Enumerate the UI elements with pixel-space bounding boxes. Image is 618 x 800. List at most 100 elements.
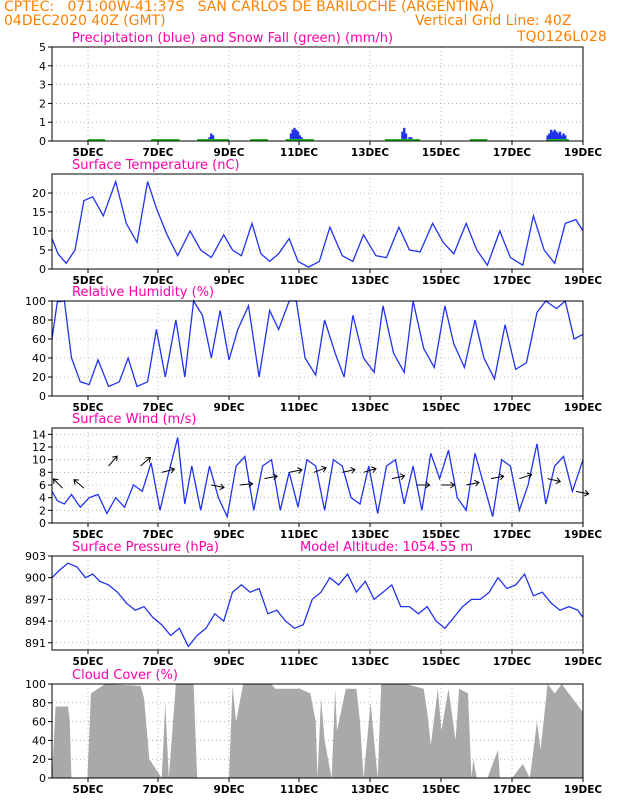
x-tick-label: 9DEC	[214, 147, 245, 159]
wind-arrow	[466, 479, 480, 487]
x-tick-label: 17DEC	[493, 656, 532, 668]
y-tick-label: 100	[25, 678, 46, 691]
panel-title: Surface Pressure (hPa)	[72, 540, 219, 555]
wind-arrow	[363, 466, 377, 473]
vertical-grid-note: Vertical Grid Line: 40Z	[415, 13, 572, 29]
x-tick-label: 13DEC	[351, 656, 390, 668]
y-tick-label: 4	[39, 492, 46, 505]
x-tick-label: 11DEC	[280, 402, 319, 414]
series-line	[51, 562, 584, 648]
x-tick-label: 19DEC	[564, 656, 603, 668]
x-tick-label: 19DEC	[564, 275, 603, 287]
x-tick-label: 9DEC	[214, 402, 245, 414]
x-tick-label: 7DEC	[143, 402, 174, 414]
wind-arrow	[140, 456, 152, 467]
wind-arrow	[342, 466, 356, 474]
y-tick-label: 2	[39, 97, 46, 110]
x-tick-label: 7DEC	[143, 147, 174, 159]
y-tick-label: 4	[39, 60, 46, 73]
x-tick-label: 11DEC	[280, 529, 319, 541]
x-tick-label: 17DEC	[493, 529, 532, 541]
precip-bar	[555, 131, 558, 141]
panel-annotation: Model Altitude: 1054.55 m	[300, 540, 473, 555]
wind-arrow	[547, 477, 562, 485]
y-tick-label: 15	[32, 206, 46, 219]
wind-arrow	[108, 455, 118, 467]
y-tick-label: 14	[32, 428, 46, 441]
x-tick-label: 17DEC	[493, 784, 532, 796]
panel-frame	[51, 300, 584, 397]
series-line	[51, 437, 584, 519]
y-tick-label: 60	[32, 333, 46, 346]
y-tick-label: 12	[32, 441, 46, 454]
y-tick-label: 80	[32, 314, 46, 327]
x-tick-label: 19DEC	[564, 147, 603, 159]
wind-arrow	[575, 489, 590, 497]
x-tick-label: 13DEC	[351, 784, 390, 796]
wind-arrow	[161, 466, 176, 474]
x-tick-label: 7DEC	[143, 784, 174, 796]
wind-arrow	[313, 465, 327, 473]
precip-bar	[557, 133, 560, 141]
precip-bar	[296, 131, 300, 141]
precip-bar	[401, 131, 404, 141]
y-tick-label: 900	[25, 572, 46, 585]
panel-frame	[51, 46, 584, 142]
wind-arrow	[73, 479, 85, 489]
panel-title: Surface Wind (m/s)	[72, 412, 196, 427]
x-tick-label: 5DEC	[73, 784, 104, 796]
precip-bar	[210, 133, 213, 141]
precip-bar	[293, 127, 296, 141]
y-tick-label: 8	[39, 466, 46, 479]
x-tick-label: 15DEC	[422, 147, 461, 159]
x-tick-label: 13DEC	[351, 147, 390, 159]
x-tick-label: 7DEC	[143, 275, 174, 287]
precip-bar	[562, 133, 565, 141]
x-tick-label: 9DEC	[214, 656, 245, 668]
station-header: CPTEC: 071:00W-41:37S SAN CARLOS DE BARI…	[4, 0, 495, 15]
series-line	[51, 179, 584, 268]
x-tick-label: 13DEC	[351, 529, 390, 541]
panel-frame	[51, 683, 584, 779]
x-tick-label: 9DEC	[214, 784, 245, 796]
precip-bar	[564, 135, 567, 141]
x-tick-label: 5DEC	[73, 275, 104, 287]
wind-arrow	[264, 473, 278, 481]
y-tick-label: 897	[25, 593, 46, 606]
y-tick-label: 40	[32, 734, 46, 747]
precip-bar	[403, 127, 406, 141]
wind-arrow	[519, 472, 533, 480]
precip-bar	[289, 133, 293, 141]
y-tick-label: 20	[32, 371, 46, 384]
precip-bar	[298, 135, 301, 141]
wind-arrow	[441, 481, 456, 489]
x-tick-label: 9DEC	[214, 529, 245, 541]
x-tick-label: 15DEC	[422, 784, 461, 796]
wind-arrow	[52, 478, 63, 489]
x-tick-label: 5DEC	[73, 656, 104, 668]
y-tick-label: 0	[39, 772, 46, 785]
x-tick-label: 5DEC	[73, 402, 104, 414]
panel-frame	[51, 555, 584, 651]
wind-arrow	[211, 483, 225, 491]
x-tick-label: 7DEC	[143, 656, 174, 668]
cloud-cover-area	[52, 684, 583, 778]
x-tick-label: 7DEC	[143, 529, 174, 541]
y-tick-label: 100	[25, 295, 46, 308]
x-tick-label: 15DEC	[422, 656, 461, 668]
y-tick-label: 40	[32, 352, 46, 365]
y-tick-label: 0	[39, 135, 46, 148]
panel-title: Relative Humidity (%)	[72, 285, 214, 300]
wind-arrow	[289, 467, 303, 474]
precip-bar	[558, 131, 562, 141]
y-tick-label: 1	[39, 116, 46, 129]
panel-title: Cloud Cover (%)	[72, 668, 178, 683]
precip-bar	[211, 135, 215, 141]
x-tick-label: 19DEC	[564, 784, 603, 796]
wind-arrow	[416, 481, 431, 489]
y-tick-label: 6	[39, 479, 46, 492]
y-tick-label: 5	[39, 244, 46, 257]
precip-bar	[560, 135, 563, 141]
x-tick-label: 19DEC	[564, 402, 603, 414]
